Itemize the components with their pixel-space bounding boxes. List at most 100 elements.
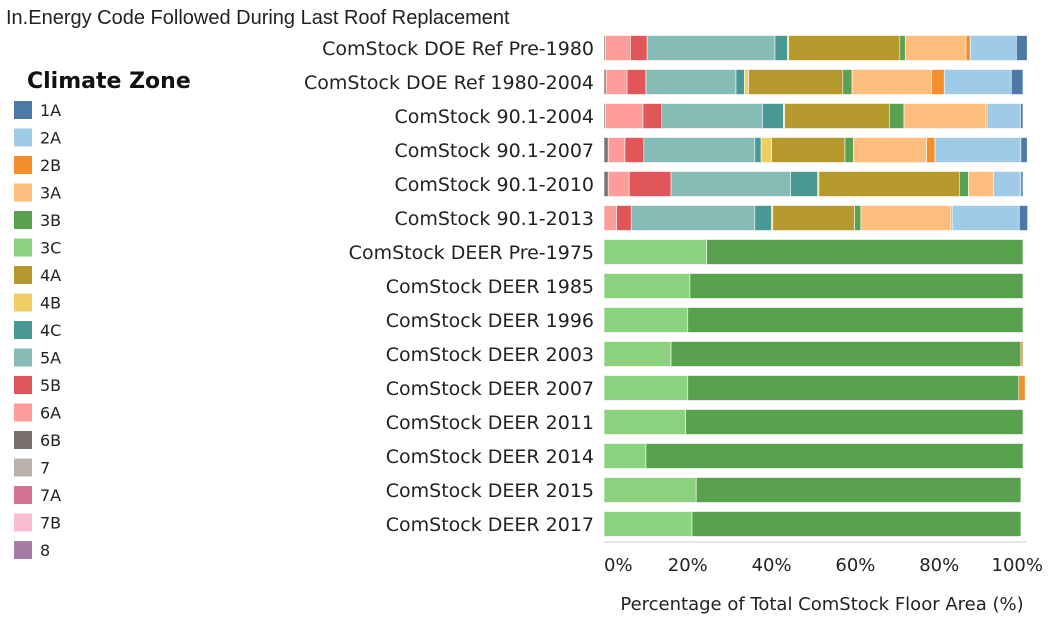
bar-segment-3b xyxy=(689,273,1024,299)
bar-row xyxy=(603,239,1024,265)
bar-segment-5a xyxy=(646,35,776,61)
category-label: ComStock DEER 1985 xyxy=(386,276,594,298)
bar-segment-3a xyxy=(904,35,967,61)
legend-label: 4A xyxy=(40,266,61,285)
bar-segment-2b xyxy=(965,35,971,61)
legend-item: 6A xyxy=(14,403,61,423)
legend-label: 1A xyxy=(40,101,61,120)
legend-label: 2A xyxy=(40,129,61,148)
legend-label: 5A xyxy=(40,349,61,368)
bar-segment-1a xyxy=(1020,137,1028,163)
bar-segment-3a xyxy=(852,137,927,163)
legend-label: 4C xyxy=(40,321,61,340)
bar-segment-4c xyxy=(790,171,818,197)
legend-swatch xyxy=(14,348,32,367)
bar-segment-2a xyxy=(951,205,1020,231)
bar-segment-3c xyxy=(603,477,697,503)
bar-segment-5b xyxy=(642,103,663,129)
bar-segment-3c xyxy=(603,273,691,299)
bar-segment-2a xyxy=(943,69,1012,95)
bar-segment-3b xyxy=(685,409,1024,435)
bar-segment-6a xyxy=(607,171,630,197)
x-tick-labels: 0% 20% 40% 60% 80% 100% xyxy=(604,555,1043,576)
legend-swatch xyxy=(14,211,32,229)
legend: 1A 2A 2B 3A 3B 3C 4A 4B 4C 5A 5B 6A 6B 7 7A 7B 8 xyxy=(14,101,61,560)
bar-segment-4b xyxy=(744,69,749,95)
bar-segment-3b xyxy=(959,171,969,197)
category-label: ComStock DEER 2015 xyxy=(386,480,594,502)
legend-swatch xyxy=(14,541,32,559)
bar-segment-3a xyxy=(968,171,994,197)
category-label: ComStock DEER 1996 xyxy=(386,310,594,332)
x-tick-label: 60% xyxy=(835,555,875,576)
bar-row xyxy=(603,171,1024,197)
category-label: ComStock 90.1-2004 xyxy=(394,106,594,128)
bar-row xyxy=(603,511,1022,537)
legend-label: 8 xyxy=(40,541,50,560)
bar-row xyxy=(603,103,1024,129)
category-label: ComStock DEER Pre-1975 xyxy=(349,242,594,264)
x-tick-label: 40% xyxy=(752,555,792,576)
bar-segment-2b xyxy=(1018,375,1026,401)
legend-swatch xyxy=(14,101,32,119)
bar-segment-4a xyxy=(788,35,901,61)
bar-row xyxy=(603,341,1024,367)
bars xyxy=(603,35,1028,537)
legend-item: 4C xyxy=(14,321,61,340)
bar-segment-3c xyxy=(603,511,693,537)
legend-item: 3B xyxy=(14,211,61,230)
legend-title: Climate Zone xyxy=(27,69,191,94)
chart-title: In.Energy Code Followed During Last Roof… xyxy=(6,7,510,29)
bar-segment-3b xyxy=(889,103,905,129)
bar-segment-2a xyxy=(993,171,1022,197)
legend-label: 7 xyxy=(40,459,50,478)
bar-segment-4c xyxy=(754,205,772,231)
legend-item: 3C xyxy=(14,238,61,258)
bar-segment-3b xyxy=(687,375,1020,401)
bar-segment-2b xyxy=(926,137,936,163)
bar-row xyxy=(603,137,1028,163)
bar-row xyxy=(603,477,1022,503)
bar-segment-4b xyxy=(760,137,772,163)
bar-segment-3c xyxy=(603,443,647,469)
bar-row xyxy=(603,69,1024,95)
legend-swatch xyxy=(14,486,32,504)
legend-swatch xyxy=(14,156,32,174)
bar-segment-6b xyxy=(603,137,609,163)
bar-segment-3b xyxy=(695,477,1022,503)
legend-label: 2B xyxy=(40,156,61,175)
bar-segment-3b xyxy=(842,69,853,95)
legend-label: 4B xyxy=(40,294,61,313)
x-axis-label: Percentage of Total ComStock Floor Area … xyxy=(620,594,1023,615)
bar-segment-3b xyxy=(854,205,862,231)
bar-segment-4a xyxy=(771,137,846,163)
x-tick-label: 20% xyxy=(668,555,708,576)
bar-segment-5a xyxy=(643,137,756,163)
category-label: ComStock DEER 2007 xyxy=(386,378,594,400)
bar-segment-6a xyxy=(605,69,628,95)
bar-segment-5a xyxy=(630,205,756,231)
bar-segment-6b xyxy=(603,171,609,197)
legend-item: 2B xyxy=(14,156,61,175)
legend-label: 6A xyxy=(40,404,61,423)
legend-item: 6B xyxy=(14,431,61,450)
legend-label: 3C xyxy=(40,239,61,258)
bar-row xyxy=(603,205,1028,231)
bar-row xyxy=(603,35,1028,61)
bar-segment-3a xyxy=(860,205,952,231)
bar-segment-6a xyxy=(603,205,617,231)
bar-row xyxy=(603,375,1026,401)
bar-segment-4c xyxy=(735,69,745,95)
legend-swatch xyxy=(14,403,32,422)
bar-segment-2b xyxy=(931,69,945,95)
bar-segment-3b xyxy=(645,443,1024,469)
bar-row xyxy=(603,443,1024,469)
legend-label: 3A xyxy=(40,184,61,203)
legend-label: 3B xyxy=(40,211,61,230)
bar-row xyxy=(603,409,1024,435)
bar-segment-1a xyxy=(1020,171,1024,197)
bar-segment-3b xyxy=(844,137,854,163)
bar-segment-3b xyxy=(670,341,1022,367)
bar-segment-2a xyxy=(969,35,1017,61)
